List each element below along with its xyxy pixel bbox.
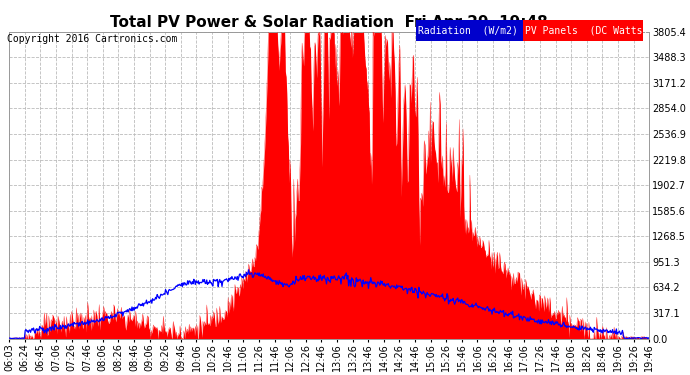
Text: Radiation  (W/m2): Radiation (W/m2) (417, 26, 518, 36)
Title: Total PV Power & Solar Radiation  Fri Apr 29  19:48: Total PV Power & Solar Radiation Fri Apr… (110, 15, 548, 30)
Text: PV Panels  (DC Watts): PV Panels (DC Watts) (524, 26, 648, 36)
Text: Copyright 2016 Cartronics.com: Copyright 2016 Cartronics.com (7, 34, 177, 44)
